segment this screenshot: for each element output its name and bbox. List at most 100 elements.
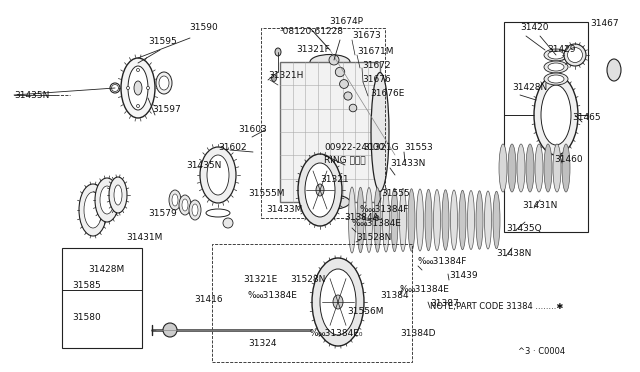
Text: 31674P: 31674P	[329, 17, 363, 26]
Text: 31435Q: 31435Q	[506, 224, 541, 232]
Text: ^3 · C0004: ^3 · C0004	[518, 347, 565, 356]
Text: 31676: 31676	[362, 76, 391, 84]
Text: 31590: 31590	[189, 23, 218, 32]
Ellipse shape	[526, 144, 534, 192]
Ellipse shape	[451, 190, 458, 250]
Ellipse shape	[172, 194, 178, 206]
Ellipse shape	[548, 51, 564, 59]
Text: ‱31384E: ‱31384E	[352, 219, 402, 228]
Ellipse shape	[534, 75, 578, 155]
Text: 31528N: 31528N	[290, 276, 325, 285]
Text: 31580: 31580	[72, 314, 100, 323]
Ellipse shape	[340, 80, 348, 89]
Ellipse shape	[275, 48, 281, 56]
Ellipse shape	[535, 144, 543, 192]
Ellipse shape	[544, 73, 568, 85]
Ellipse shape	[553, 144, 561, 192]
Ellipse shape	[305, 163, 335, 217]
Ellipse shape	[312, 258, 364, 346]
Ellipse shape	[607, 59, 621, 81]
Ellipse shape	[95, 178, 119, 222]
Text: 31579: 31579	[148, 208, 177, 218]
Text: 31465: 31465	[572, 113, 600, 122]
Ellipse shape	[109, 177, 127, 213]
Ellipse shape	[433, 189, 440, 250]
Ellipse shape	[159, 76, 169, 90]
Ellipse shape	[349, 187, 355, 253]
Ellipse shape	[136, 105, 140, 108]
Ellipse shape	[371, 73, 389, 192]
Ellipse shape	[310, 55, 350, 70]
Text: 31416: 31416	[194, 295, 223, 305]
Ellipse shape	[517, 144, 525, 192]
Ellipse shape	[564, 44, 586, 66]
Ellipse shape	[548, 75, 564, 83]
Ellipse shape	[544, 61, 568, 73]
Ellipse shape	[467, 190, 474, 250]
Ellipse shape	[408, 189, 415, 251]
Text: 31429: 31429	[547, 45, 575, 55]
Text: 31585: 31585	[72, 282, 100, 291]
Text: ‱31384F: ‱31384F	[418, 257, 467, 266]
Text: 31324: 31324	[248, 340, 276, 349]
Ellipse shape	[79, 184, 107, 236]
Text: 31439: 31439	[449, 272, 477, 280]
Text: 31555: 31555	[381, 189, 410, 199]
Ellipse shape	[399, 189, 406, 251]
Ellipse shape	[136, 68, 140, 71]
Text: 31428N: 31428N	[512, 83, 547, 93]
Ellipse shape	[182, 199, 188, 211]
Ellipse shape	[375, 215, 379, 221]
Text: 31384: 31384	[380, 292, 408, 301]
Ellipse shape	[391, 188, 398, 252]
Text: 31384A: 31384A	[344, 214, 379, 222]
Ellipse shape	[316, 184, 324, 196]
Text: ‱31384E: ‱31384E	[400, 285, 450, 295]
Ellipse shape	[310, 195, 350, 209]
Text: 31321H: 31321H	[268, 71, 303, 80]
Text: 31321G: 31321G	[363, 144, 399, 153]
Ellipse shape	[548, 63, 564, 71]
Ellipse shape	[207, 155, 229, 195]
Ellipse shape	[223, 218, 233, 228]
Ellipse shape	[417, 189, 424, 251]
Text: 31420: 31420	[520, 23, 548, 32]
Ellipse shape	[493, 191, 500, 249]
Ellipse shape	[365, 187, 372, 253]
Text: 31433N: 31433N	[390, 160, 426, 169]
Ellipse shape	[298, 154, 342, 226]
Text: 31428M: 31428M	[88, 266, 124, 275]
Text: 31387: 31387	[430, 299, 459, 308]
Text: 31321E: 31321E	[243, 276, 277, 285]
Ellipse shape	[127, 87, 129, 90]
Text: 31435N: 31435N	[186, 160, 221, 170]
Text: 31603: 31603	[238, 125, 267, 135]
Text: 00922-24000: 00922-24000	[324, 144, 384, 153]
Bar	[261, 28, 385, 218]
Ellipse shape	[271, 74, 276, 81]
Text: 31595: 31595	[148, 38, 177, 46]
Ellipse shape	[568, 48, 582, 62]
Text: 31676E: 31676E	[370, 90, 404, 99]
Text: ³08120-61228: ³08120-61228	[280, 28, 344, 36]
Ellipse shape	[499, 144, 507, 192]
Ellipse shape	[192, 204, 198, 216]
Ellipse shape	[147, 87, 150, 90]
Text: 31672: 31672	[362, 61, 390, 71]
Ellipse shape	[111, 84, 118, 92]
Ellipse shape	[114, 185, 122, 205]
Text: RING リング: RING リング	[324, 155, 365, 164]
Text: 31460: 31460	[554, 155, 582, 164]
Ellipse shape	[335, 67, 345, 77]
Ellipse shape	[169, 190, 181, 210]
Ellipse shape	[333, 295, 343, 309]
Ellipse shape	[374, 188, 381, 252]
Ellipse shape	[344, 92, 352, 100]
Text: 31555M: 31555M	[248, 189, 285, 199]
Ellipse shape	[100, 186, 114, 214]
Text: 31431N: 31431N	[522, 202, 557, 211]
Ellipse shape	[200, 147, 236, 203]
Text: 31384D: 31384D	[400, 330, 435, 339]
Text: 31321F: 31321F	[296, 45, 330, 55]
Ellipse shape	[508, 144, 516, 192]
